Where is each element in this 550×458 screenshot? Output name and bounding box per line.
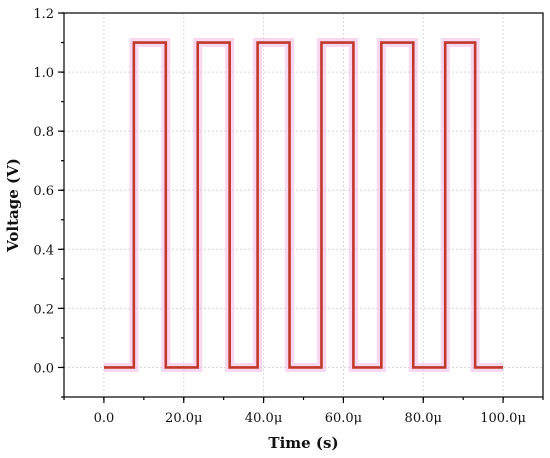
grid [64,12,543,397]
y-tick-label: 1.2 [33,7,54,22]
series-glow [103,38,504,372]
x-tick-label: 100.0μ [480,411,526,426]
x-tick-label: 80.0μ [405,411,442,426]
x-tick-label: 0.0 [94,411,115,426]
y-tick-label: 0.2 [33,302,54,317]
y-axis-title: Voltage (V) [4,158,22,253]
y-tick-label: 0.0 [33,361,54,376]
series-line [103,41,504,369]
y-axis: 0.0 0.2 0.4 0.6 0.8 1.0 1.2 [33,7,64,398]
x-tick-label: 60.0μ [325,411,362,426]
series-layer [103,38,504,372]
y-tick-label: 0.8 [33,125,54,140]
y-tick-label: 0.4 [33,243,54,258]
x-tick-label: 20.0μ [165,411,202,426]
x-axis: 0.0 20.0μ 40.0μ 60.0μ 80.0μ 100.0μ [63,397,544,426]
y-tick-label: 0.6 [33,184,54,199]
x-tick-label: 40.0μ [245,411,282,426]
y-tick-label: 1.0 [33,66,54,81]
x-axis-title: Time (s) [268,434,338,452]
